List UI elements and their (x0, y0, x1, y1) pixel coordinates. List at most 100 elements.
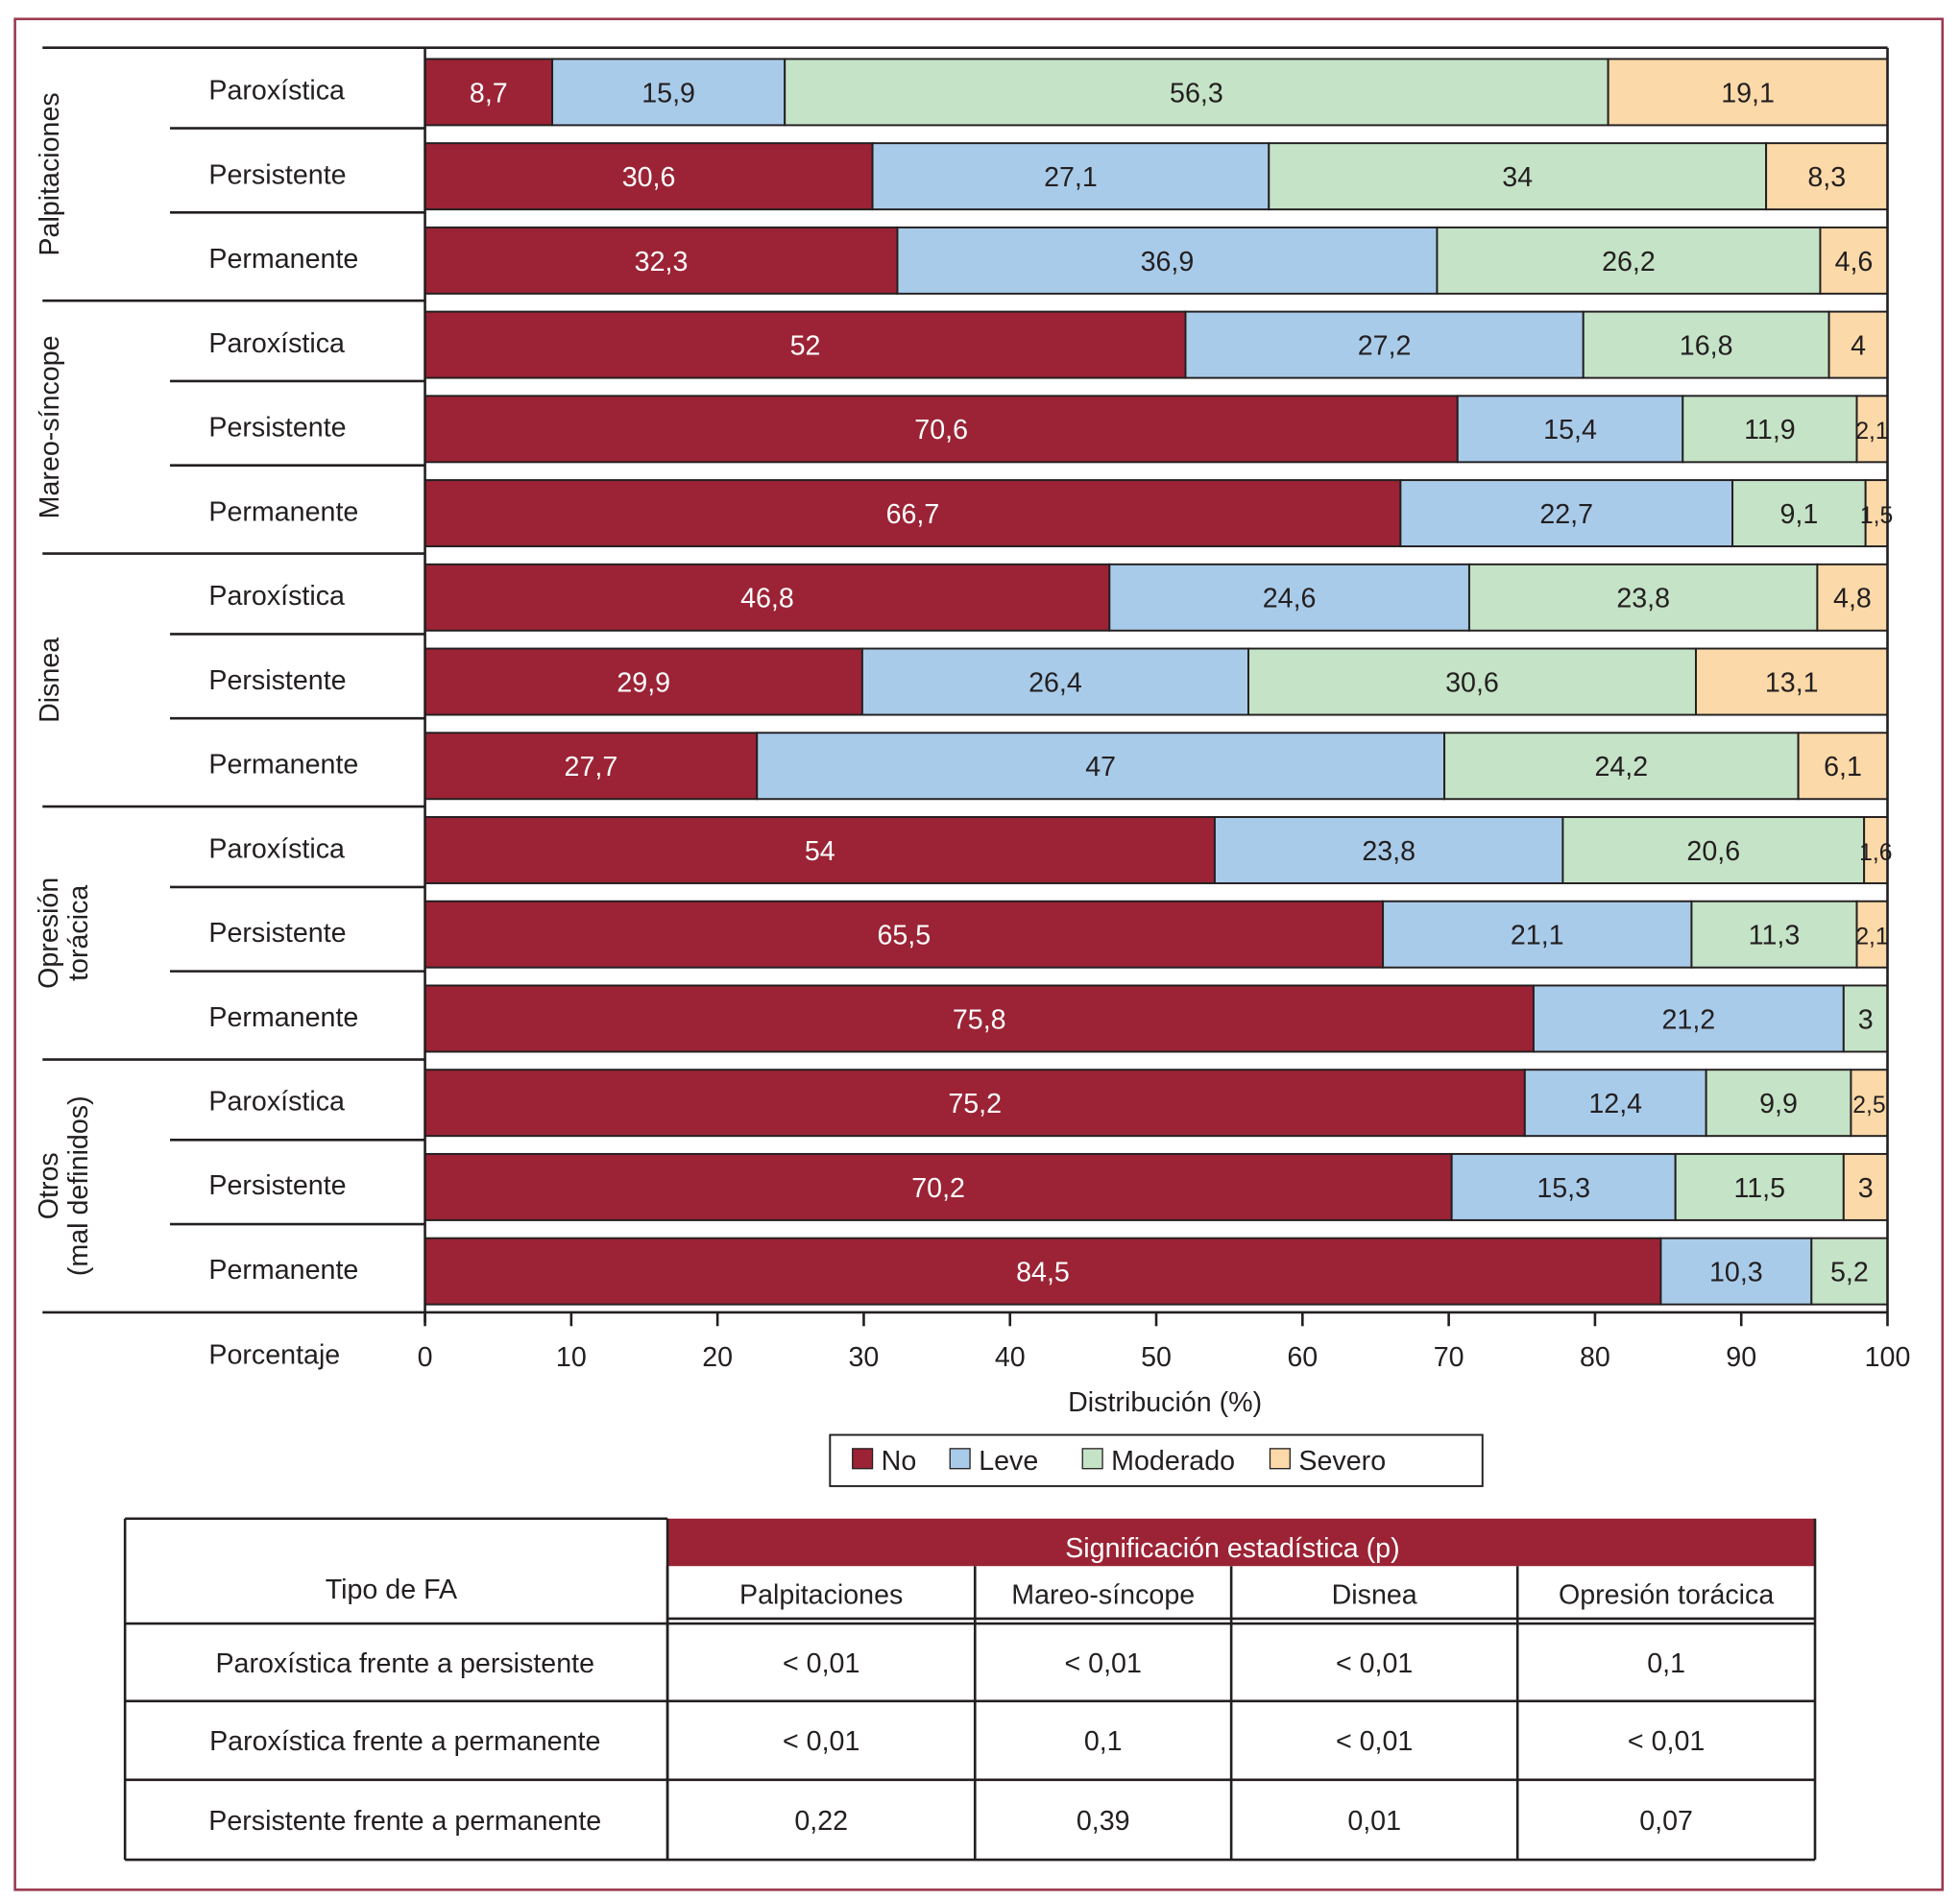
x-tick-label: 50 (1141, 1342, 1172, 1373)
data-label: 70,2 (911, 1173, 965, 1204)
group-label: Otros(mal definidos) (34, 1095, 94, 1276)
bar-segment-moderado (1443, 732, 1800, 801)
data-label: 46,8 (740, 584, 794, 614)
bar-segment-no (423, 647, 863, 716)
data-label: 75,2 (948, 1089, 1002, 1119)
table-column-header: Mareo-síncope (1011, 1579, 1195, 1610)
bar-segment-no (423, 58, 554, 127)
data-label: 30,6 (1445, 667, 1499, 698)
table-column-header: Disnea (1332, 1579, 1417, 1610)
row-label: Permanente (208, 244, 358, 275)
data-label: 12,4 (1588, 1089, 1642, 1119)
bar-segment-leve (896, 226, 1439, 295)
data-label: 52 (790, 331, 821, 362)
data-label: 56,3 (1170, 78, 1223, 108)
data-label: 84,5 (1016, 1258, 1070, 1288)
x-tick-label: 100 (1865, 1342, 1911, 1373)
bar-segment-leve (1399, 479, 1734, 548)
x-tick-label: 20 (702, 1342, 733, 1373)
row-label: Paroxística (208, 328, 345, 359)
row-label: Paroxística (208, 833, 345, 864)
bar-segment-leve (1659, 1237, 1813, 1306)
bar-segment-no (423, 816, 1216, 884)
data-label: 29,9 (617, 667, 670, 698)
legend-label-leve: Leve (979, 1446, 1038, 1477)
bar-segment-no (423, 1069, 1526, 1138)
table-cell: 0,1 (1084, 1726, 1123, 1757)
data-label: 26,4 (1028, 667, 1082, 698)
data-label: 10,3 (1709, 1258, 1763, 1288)
data-label: 20,6 (1686, 836, 1740, 867)
legend-label-moderado: Moderado (1111, 1446, 1235, 1477)
data-label: 27,2 (1358, 331, 1412, 362)
data-label: 27,1 (1044, 162, 1098, 193)
data-label: 32,3 (635, 247, 689, 277)
group-label: Palpitaciones (35, 92, 65, 255)
data-label: 54 (805, 836, 835, 867)
data-label: 70,6 (914, 415, 968, 445)
data-label: 66,7 (886, 499, 940, 530)
legend (829, 1433, 1484, 1487)
x-tick-label: 80 (1580, 1342, 1610, 1373)
legend-label-severo: Severo (1298, 1446, 1386, 1477)
bar-segment-leve (551, 58, 786, 127)
bar-segment-leve (1523, 1069, 1707, 1138)
data-label: 2,5 (1852, 1093, 1885, 1118)
legend-swatch-severo (1269, 1448, 1291, 1470)
x-tick-label: 40 (995, 1342, 1026, 1373)
bar-segment-leve (1450, 1152, 1677, 1221)
bar-segment-severo (1855, 900, 1889, 969)
data-label: 21,2 (1662, 1004, 1716, 1035)
data-label: 23,8 (1616, 584, 1670, 614)
bar-segment-leve (1213, 816, 1564, 884)
row-label: Permanente (208, 496, 358, 527)
bar-segment-moderado (1842, 984, 1889, 1053)
bar-segment-no (423, 226, 899, 295)
table-column-header: Palpitaciones (739, 1579, 903, 1610)
table-cell: < 0,01 (1336, 1726, 1413, 1757)
data-label: 36,9 (1141, 247, 1195, 277)
row-label: Paroxística (208, 76, 345, 107)
table-cell: < 0,01 (1336, 1648, 1413, 1679)
data-label: 22,7 (1539, 499, 1593, 530)
bar-segment-moderado (1674, 1152, 1845, 1221)
group-label-line: (mal definidos) (63, 1095, 94, 1276)
group-label-line: torácica (63, 885, 94, 981)
row-label: Permanente (208, 750, 358, 781)
bar-segment-no (423, 1237, 1662, 1306)
table-cell: 0,01 (1347, 1806, 1401, 1837)
table-row-label: Persistente frente a permanente (208, 1806, 601, 1837)
data-label: 8,7 (470, 78, 508, 108)
bar-segment-severo (1765, 142, 1889, 211)
data-label: 4 (1851, 331, 1866, 362)
data-label: 13,1 (1765, 667, 1819, 698)
bar-segment-moderado (1561, 816, 1866, 884)
table-cell: < 0,01 (783, 1726, 859, 1757)
bar-segment-moderado (1731, 479, 1867, 548)
table-column-header: Opresión torácica (1559, 1579, 1774, 1610)
data-label: 47 (1085, 752, 1116, 782)
table-corner-label: Tipo de FA (326, 1575, 458, 1605)
group-label: Disnea (35, 637, 65, 723)
data-label: 26,2 (1602, 247, 1656, 277)
legend-label-no: No (882, 1446, 917, 1477)
legend-swatch-no (852, 1448, 874, 1470)
bar-segment-severo (1850, 1069, 1889, 1138)
data-label: 11,5 (1733, 1173, 1785, 1204)
data-label: 15,4 (1543, 415, 1597, 445)
table-cell: 0,22 (794, 1806, 848, 1837)
table-super-header-label: Significación estadística (p) (1065, 1533, 1399, 1564)
x-tick-label: 0 (418, 1342, 433, 1373)
x-tick-label: 30 (849, 1342, 880, 1373)
bar-segment-moderado (1467, 563, 1819, 632)
bar-segment-leve (1108, 563, 1470, 632)
data-label: 9,1 (1779, 499, 1818, 530)
table-cell: < 0,01 (1065, 1648, 1142, 1679)
bar-segment-severo (1797, 732, 1889, 801)
table-cell: 0,1 (1647, 1648, 1685, 1679)
data-label: 4,6 (1835, 247, 1874, 277)
data-label: 5,2 (1830, 1258, 1869, 1288)
bar-segment-moderado (784, 58, 1609, 127)
table-super-header (667, 1518, 1816, 1567)
